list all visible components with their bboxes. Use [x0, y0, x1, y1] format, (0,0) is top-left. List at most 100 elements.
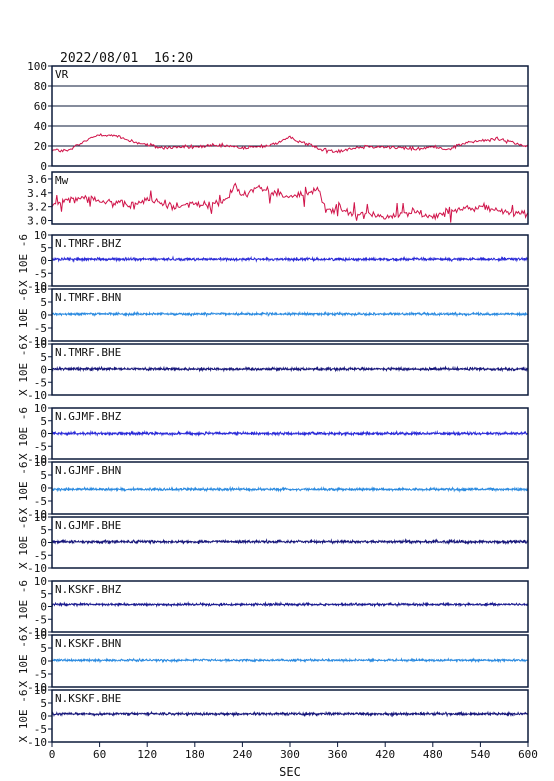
- y-tick-label: 5: [40, 242, 47, 255]
- y-tick-label: 10: [34, 283, 47, 296]
- y-tick-label: 5: [40, 296, 47, 309]
- unit-axis-label: X 10E -6: [17, 580, 30, 633]
- trace-line: [51, 255, 529, 263]
- unit-axis-label: X 10E -6: [17, 343, 30, 396]
- y-tick-label: 20: [34, 140, 47, 153]
- panel-label: N.KSKF.BHN: [55, 637, 121, 650]
- trace-line: [51, 365, 528, 373]
- x-tick-label: 0: [49, 748, 56, 761]
- y-tick-label: 3.2: [27, 201, 47, 214]
- y-tick-label: -10: [27, 736, 47, 749]
- y-tick-label: -5: [34, 267, 47, 280]
- trace-line: [51, 310, 529, 318]
- x-axis-title: SEC: [279, 765, 301, 779]
- y-tick-label: 10: [34, 511, 47, 524]
- trace-line: [51, 537, 529, 546]
- y-tick-label: 5: [40, 697, 47, 710]
- y-tick-label: -5: [34, 495, 47, 508]
- y-tick-label: -10: [27, 508, 47, 521]
- y-tick-label: 0: [40, 655, 47, 668]
- y-tick-label: 0: [40, 601, 47, 614]
- y-tick-label: -5: [34, 613, 47, 626]
- y-tick-label: -10: [27, 453, 47, 466]
- x-tick-label: 420: [375, 748, 395, 761]
- y-tick-label: 10: [34, 684, 47, 697]
- y-tick-label: 0: [40, 710, 47, 723]
- y-tick-label: -10: [27, 335, 47, 348]
- y-tick-label: 5: [40, 415, 47, 428]
- panel-label: N.GJMF.BHZ: [55, 410, 122, 423]
- y-tick-label: 5: [40, 524, 47, 537]
- panel-label: N.TMRF.BHZ: [55, 237, 122, 250]
- x-tick-label: 240: [232, 748, 252, 761]
- y-tick-label: 10: [34, 338, 47, 351]
- panel-n-kskf-bhz: -10-505 10 N.KSKF.BHZ X 10E -6: [17, 575, 529, 639]
- trace-line: [51, 182, 529, 223]
- unit-axis-label: X 10E -6: [17, 516, 30, 569]
- y-tick-label: 5: [40, 351, 47, 364]
- y-tick-label: -10: [27, 389, 47, 402]
- y-tick-label: 5: [40, 588, 47, 601]
- x-tick-label: 540: [470, 748, 490, 761]
- y-tick-label: 3.4: [27, 187, 47, 200]
- unit-axis-label: X 10E -6: [17, 407, 30, 460]
- y-tick-label: 10: [34, 456, 47, 469]
- x-tick-label: 60: [93, 748, 106, 761]
- y-tick-label: -5: [34, 322, 47, 335]
- x-tick-label: 480: [423, 748, 443, 761]
- y-tick-label: 100: [27, 60, 47, 73]
- panel-mw: 3.03.23.43.6 Mw: [27, 171, 529, 228]
- panel-label: N.KSKF.BHZ: [55, 583, 122, 596]
- y-tick-label: 5: [40, 642, 47, 655]
- panel-frame: [51, 580, 529, 633]
- panel-frame: [51, 461, 529, 515]
- y-tick-label: 10: [34, 629, 47, 642]
- y-tick-label: -5: [34, 549, 47, 562]
- panel-frame: [51, 689, 529, 743]
- y-tick-label: 10: [34, 402, 47, 415]
- x-tick-label: 360: [328, 748, 348, 761]
- y-tick-label: -10: [27, 280, 47, 293]
- timestamp-label: 2022/08/01 16:20: [60, 51, 193, 66]
- x-axis: 0 60 120 180 240 300 360 420 480 540 600 SEC: [49, 742, 538, 779]
- y-tick-label: -5: [34, 440, 47, 453]
- y-tick-label: 0: [40, 309, 47, 322]
- panel-frame: [51, 171, 529, 225]
- panel-frame: [51, 65, 529, 167]
- panel-label: Mw: [55, 174, 69, 187]
- x-tick-label: 600: [518, 748, 538, 761]
- y-tick-label: 80: [34, 80, 47, 93]
- trace-line: [51, 710, 529, 718]
- y-tick-label: -10: [27, 562, 47, 575]
- y-tick-label: -10: [27, 626, 47, 639]
- x-tick-label: 300: [280, 748, 300, 761]
- unit-axis-label: X 10E -6: [17, 462, 30, 515]
- y-tick-label: -5: [34, 668, 47, 681]
- panel-label: N.TMRF.BHE: [55, 346, 121, 359]
- unit-axis-label: X 10E -6: [17, 289, 30, 342]
- y-tick-label: 10: [34, 229, 47, 242]
- unit-axis-label: X 10E -6: [17, 635, 30, 688]
- y-tick-label: 60: [34, 100, 47, 113]
- y-tick-label: -5: [34, 723, 47, 736]
- y-tick-label: 0: [40, 482, 47, 495]
- panel-label: VR: [55, 68, 69, 81]
- y-tick-label: 3.0: [27, 215, 47, 228]
- y-tick-label: -5: [34, 376, 47, 389]
- trace-line: [51, 132, 529, 155]
- x-tick-label: 180: [185, 748, 205, 761]
- panel-label: N.GJMF.BHN: [55, 464, 121, 477]
- y-tick-label: 0: [40, 428, 47, 441]
- unit-axis-label: X 10E -6: [17, 234, 30, 287]
- trace-line: [51, 429, 529, 438]
- y-tick-label: 40: [34, 120, 47, 133]
- unit-axis-label: X 10E -6: [17, 690, 30, 743]
